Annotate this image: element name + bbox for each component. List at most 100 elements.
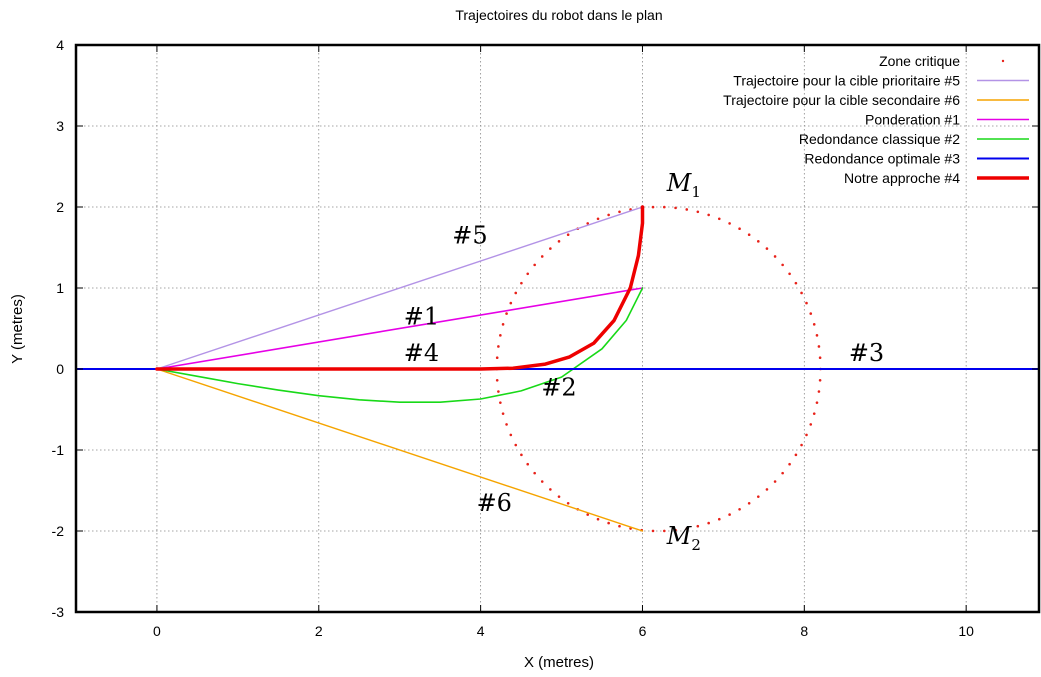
critical-zone-dot: [696, 524, 700, 528]
annotation-label: #5: [452, 221, 487, 249]
x-tick-label: 8: [800, 623, 808, 639]
critical-zone-dot: [817, 345, 821, 348]
critical-zone-dot: [812, 323, 816, 326]
series-line-1: [156, 206, 644, 370]
legend-swatch-zone: [1001, 59, 1005, 63]
critical-zone-dot: [685, 527, 689, 530]
critical-zone-dot: [557, 240, 561, 243]
critical-zone-dot: [566, 233, 570, 236]
critical-zone-dot: [607, 521, 610, 525]
critical-zone-dot: [509, 433, 513, 437]
critical-zone-dot: [756, 240, 760, 243]
critical-zone-dot: [738, 227, 741, 231]
critical-zone-dot: [495, 379, 499, 382]
critical-zone-dot: [815, 401, 819, 404]
critical-zone-dot: [514, 443, 518, 447]
annotation-label: #3: [849, 339, 884, 367]
x-tick-label: 4: [477, 623, 485, 639]
critical-zone-dot: [549, 488, 552, 491]
x-axis-label: X (metres): [524, 654, 594, 671]
critical-zone-dot: [540, 255, 544, 258]
annotation-subscript: 2: [691, 536, 701, 554]
critical-zone-dot: [663, 529, 666, 533]
critical-zone-dot: [586, 513, 590, 516]
critical-zone-dot: [781, 471, 784, 475]
critical-zone-dot: [586, 222, 590, 225]
critical-zone-dot: [514, 291, 518, 295]
legend-label: Trajectoire pour la cible prioritaire #5: [733, 73, 960, 89]
critical-zone-dot: [800, 291, 803, 295]
critical-zone-dot: [501, 323, 505, 326]
critical-zone-dot: [788, 272, 791, 276]
critical-zone-dot: [499, 401, 502, 404]
critical-zone-dot: [696, 210, 700, 214]
critical-zone-dot: [651, 205, 655, 209]
y-tick-label: -1: [52, 442, 65, 458]
critical-zone-dot: [497, 345, 500, 348]
critical-zone-dot: [809, 312, 813, 315]
critical-zone-dot: [756, 495, 760, 498]
critical-zone-dot: [495, 356, 499, 359]
legend-label: Trajectoire pour la cible secondaire #6: [723, 92, 960, 108]
annotation-label: M1: [666, 169, 701, 201]
critical-zone-dot: [520, 281, 523, 285]
critical-zone-dot: [499, 334, 502, 337]
trajectory-series: [75, 205, 1040, 532]
critical-zone-dot: [781, 263, 784, 267]
series-line-6: [155, 205, 645, 371]
y-tick-label: -3: [52, 604, 65, 620]
annotation-subscript: 1: [691, 183, 701, 201]
series-line-3: [156, 287, 644, 370]
series-line-2: [156, 368, 644, 532]
critical-zone-dot: [738, 507, 741, 511]
critical-zone-dot: [505, 423, 508, 426]
y-axis-label: Y (metres): [9, 294, 26, 364]
critical-zone-dot: [765, 247, 769, 250]
critical-zone-dot: [540, 480, 544, 483]
annotation-label: #6: [477, 489, 512, 517]
legend-label: Ponderation #1: [865, 112, 960, 128]
critical-zone-dot: [533, 471, 536, 475]
y-tick-label: 1: [56, 280, 64, 296]
critical-zone-dot: [794, 453, 798, 457]
y-tick-label: 0: [56, 361, 64, 377]
chart-title: Trajectoires du robot dans le plan: [455, 7, 662, 23]
critical-zone-dot: [809, 423, 813, 426]
critical-zone-dot: [533, 263, 536, 267]
legend: Zone critique Trajectoire pour la cible p…: [723, 53, 1029, 186]
series-line-4: [156, 287, 644, 404]
x-tick-label: 10: [958, 623, 974, 639]
critical-zone-dot: [663, 205, 666, 209]
critical-zone-dot: [520, 453, 523, 457]
critical-zone-dot: [765, 488, 769, 491]
critical-zone-dot: [728, 513, 731, 516]
critical-zone-dot: [607, 213, 610, 217]
critical-zone-dot: [596, 217, 600, 221]
legend-label: Notre approche #4: [844, 170, 960, 186]
critical-zone-dot: [526, 462, 530, 466]
critical-zone-circle: [495, 205, 822, 533]
y-tick-label: 3: [56, 118, 64, 134]
critical-zone-dot: [674, 206, 677, 210]
annotation-label: #1: [404, 302, 439, 330]
critical-zone-dot: [618, 210, 621, 214]
critical-zone-dot: [717, 517, 721, 521]
critical-zone-dot: [501, 412, 505, 415]
y-tick-label: 4: [56, 37, 64, 53]
x-tick-label: 0: [153, 623, 161, 639]
annotation-label: #4: [404, 339, 439, 367]
critical-zone-dot: [818, 379, 822, 382]
critical-zone-dot: [815, 334, 819, 337]
critical-zone-dot: [805, 301, 808, 305]
critical-zone-dot: [747, 502, 751, 505]
critical-zone-dot: [707, 521, 710, 525]
axis-ticks: 0 2 4 6 8 10 -3 -2 -1 0 1 2 3 4: [52, 37, 1039, 639]
curve-annotations: #5 #1 #4 #2 #3 #6 M1 M2: [404, 169, 884, 554]
critical-zone-dot: [505, 312, 508, 315]
y-tick-label: 2: [56, 199, 64, 215]
legend-label: Zone critique: [879, 53, 960, 69]
critical-zone-dot: [509, 301, 513, 305]
critical-zone-dot: [549, 247, 552, 250]
critical-zone-dot: [812, 412, 816, 415]
